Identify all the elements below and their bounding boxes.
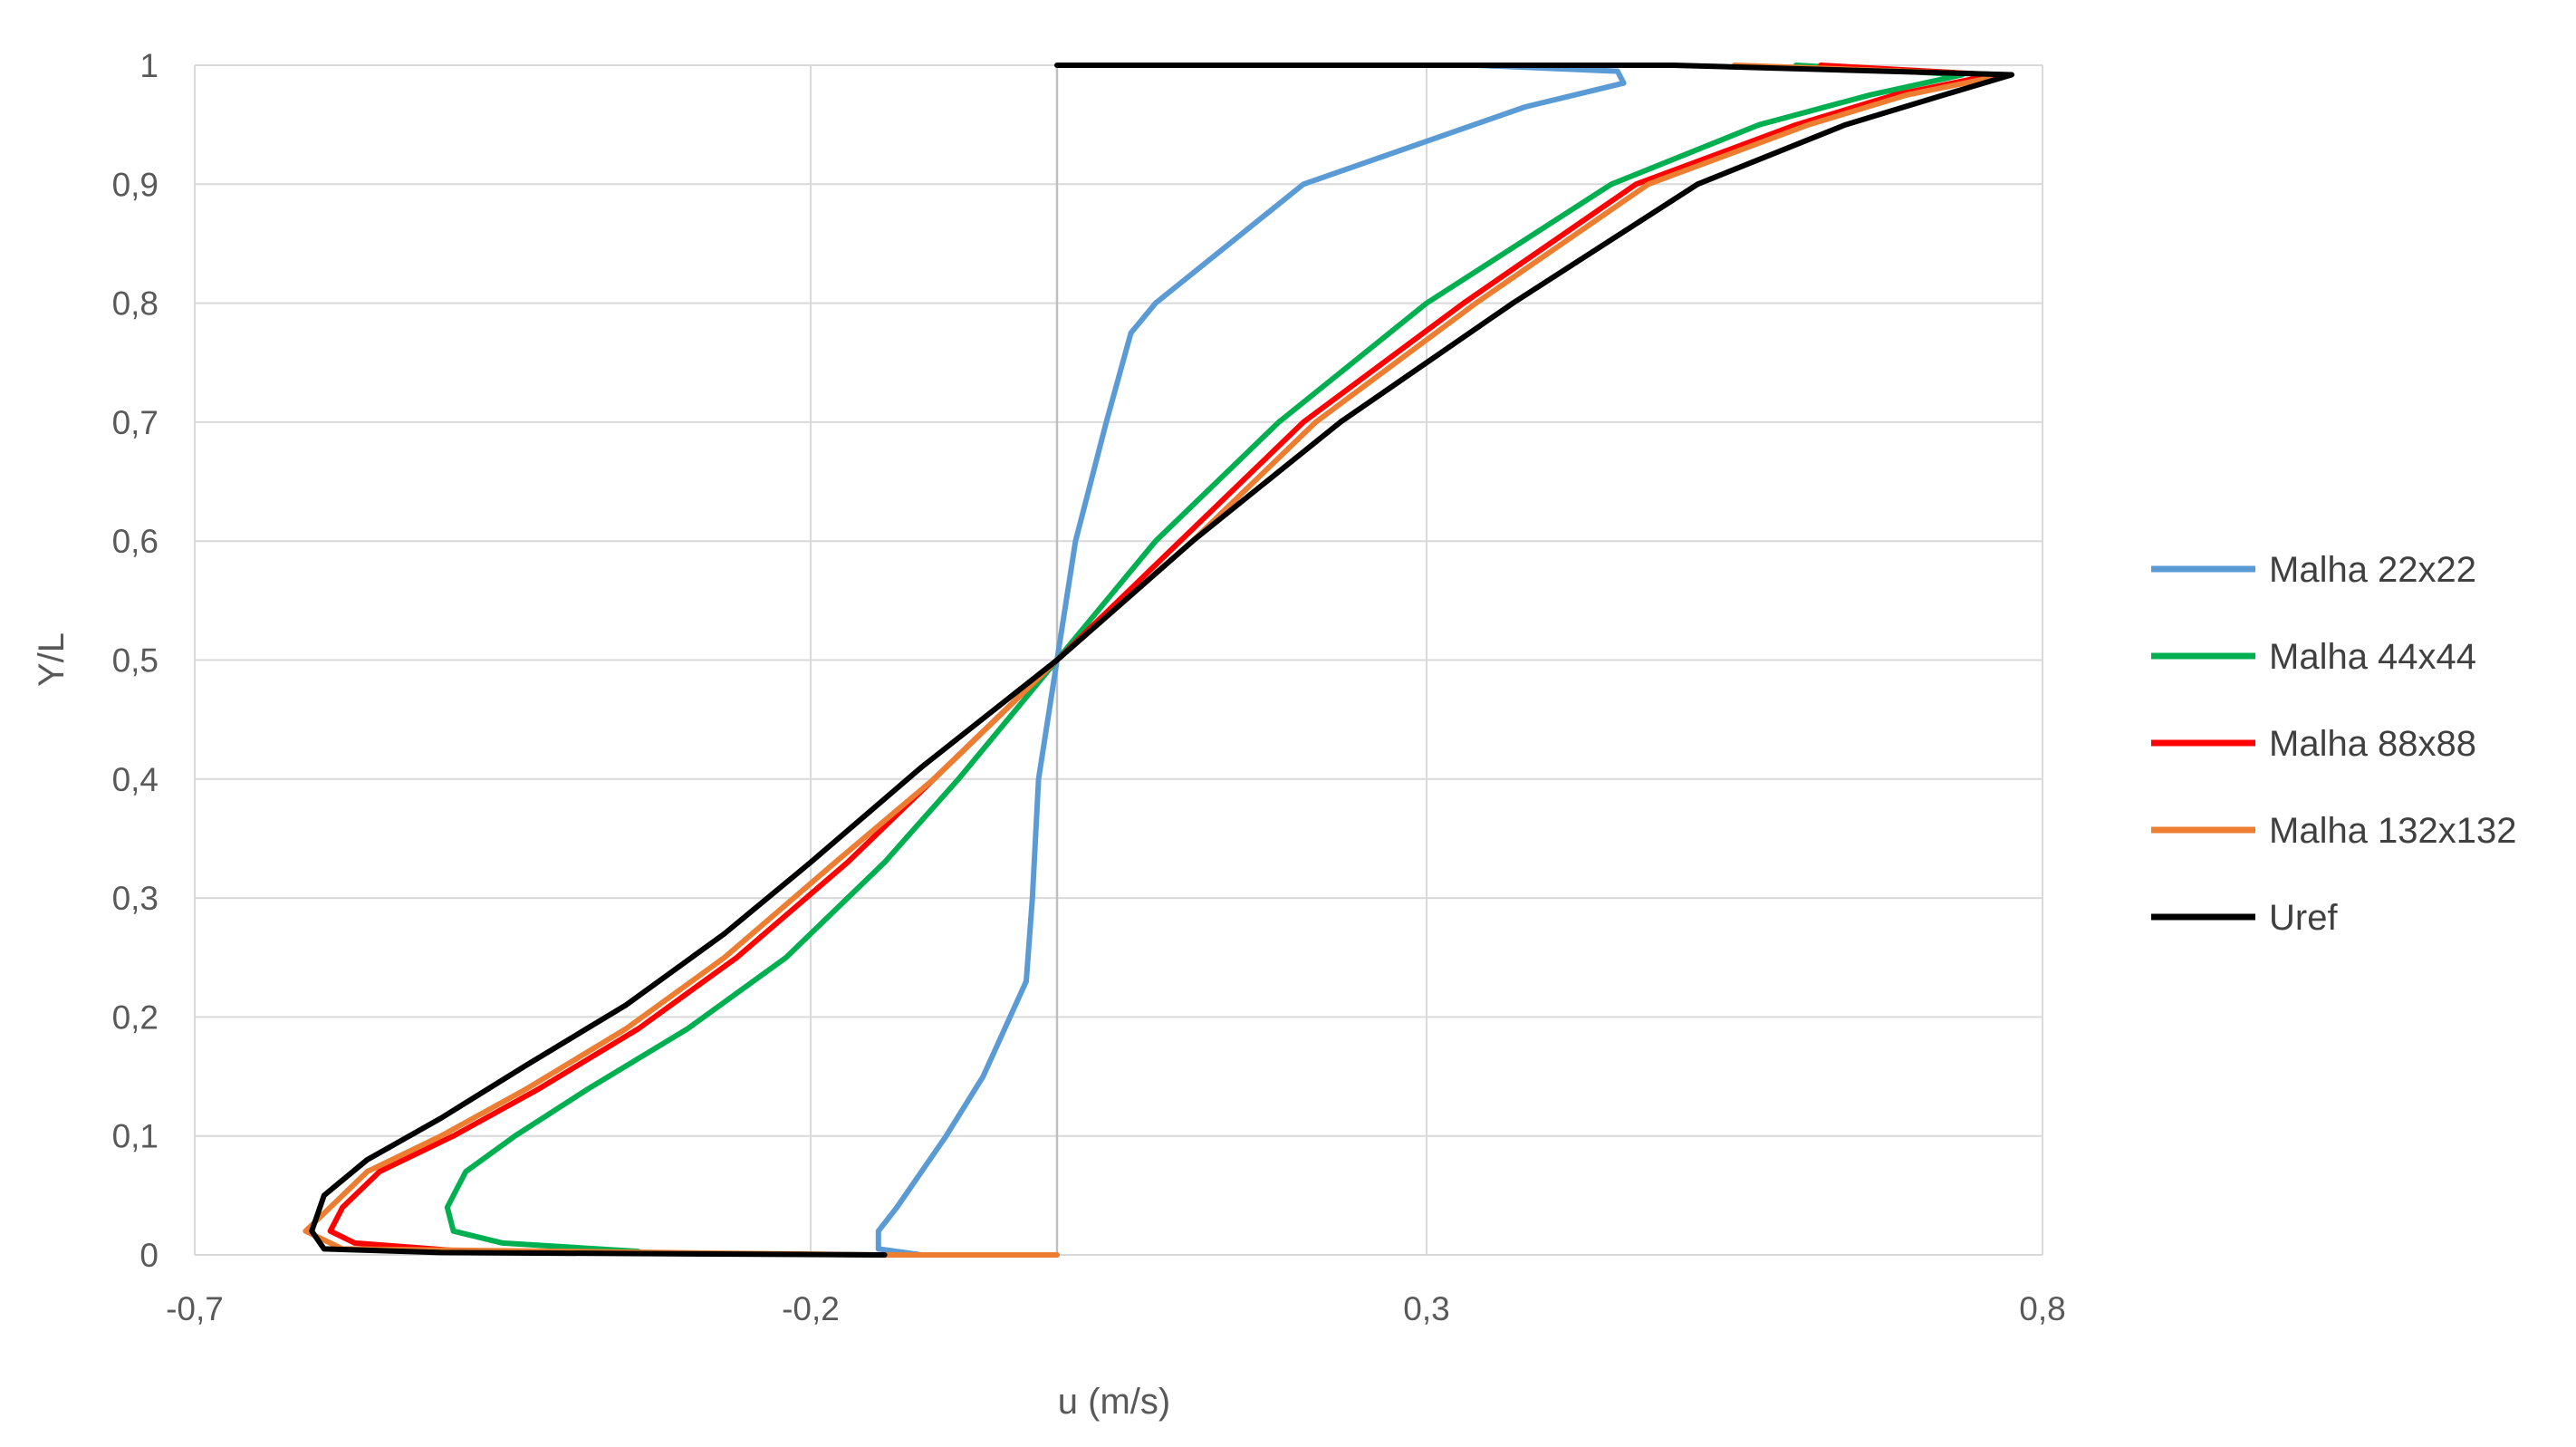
- x-tick-label: -0,7: [166, 1290, 224, 1327]
- y-tick-label: 0,9: [112, 166, 159, 203]
- legend-item: Malha 132x132: [2151, 811, 2517, 851]
- y-tick-labels: 0 0,1 0,2 0,3 0,4 0,5 0,6 0,7 0,8 0,9 1: [112, 47, 159, 1274]
- legend-item: Malha 88x88: [2151, 724, 2476, 764]
- series-lines: [303, 63, 2014, 1258]
- y-tick-label: 0,4: [112, 761, 159, 798]
- y-tick-label: 0,1: [112, 1118, 159, 1155]
- y-tick-label: 0,3: [112, 880, 159, 917]
- x-tick-label: -0,2: [782, 1290, 840, 1327]
- series-line-2: [444, 63, 1966, 1255]
- y-tick-label: 0,5: [112, 642, 159, 680]
- legend-label: Malha 44x44: [2269, 637, 2476, 677]
- series-line-3: [327, 63, 1996, 1255]
- legend-label: Uref: [2269, 898, 2338, 938]
- y-tick-label: 0,7: [112, 404, 159, 441]
- x-axis-title: u (m/s): [1058, 1382, 1170, 1422]
- gridlines: [194, 64, 2043, 1256]
- series-line-1: [875, 63, 1627, 1258]
- y-tick-label: 0,2: [112, 998, 159, 1036]
- y-tick-label: 0,6: [112, 523, 159, 560]
- series-line-5: [309, 63, 2014, 1258]
- legend-label: Malha 132x132: [2269, 811, 2517, 851]
- x-tick-label: 0,3: [1403, 1290, 1449, 1327]
- legend-item: Malha 22x22: [2151, 550, 2476, 590]
- x-tick-labels: -0,7 -0,2 0,3 0,8: [166, 1290, 2066, 1327]
- legend-label: Malha 88x88: [2269, 724, 2476, 764]
- y-axis-title: Y/L: [32, 632, 72, 687]
- legend-item: Uref: [2151, 898, 2338, 938]
- y-tick-label: 1: [139, 47, 159, 84]
- legend-item: Malha 44x44: [2151, 637, 2476, 677]
- y-tick-label: 0,8: [112, 285, 159, 323]
- y-tick-label: 0: [139, 1237, 159, 1274]
- x-tick-label: 0,8: [2019, 1290, 2065, 1327]
- legend-label: Malha 22x22: [2269, 550, 2476, 590]
- legend: Malha 22x22 Malha 44x44 Malha 88x88 Malha 1…: [2151, 550, 2517, 938]
